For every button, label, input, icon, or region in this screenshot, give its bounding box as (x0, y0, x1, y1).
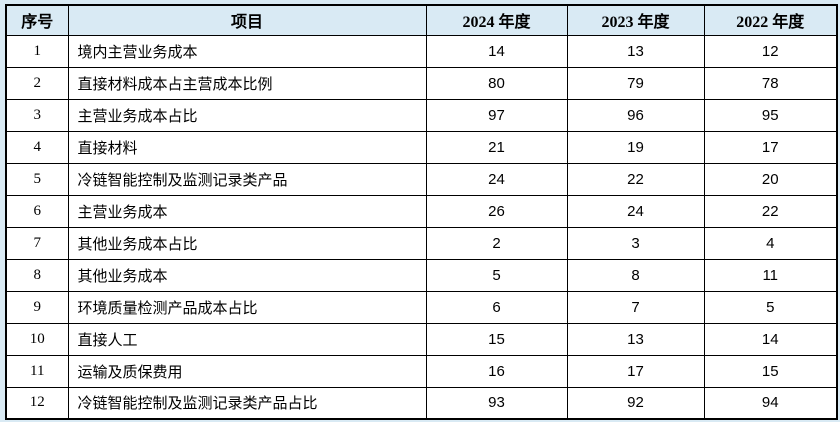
item-cell: 环境质量检测产品成本占比 (67, 290, 427, 324)
item-cell: 运输及质保费用 (67, 354, 427, 388)
item-cell: 其他业务成本占比 (67, 226, 427, 260)
value-2023-cell: 22 (566, 162, 705, 196)
value-2023-cell: 13 (566, 34, 705, 68)
table-row: 1 境内主营业务成本 14 13 12 (5, 34, 838, 68)
value-2022-cell: 22 (703, 194, 838, 228)
serial-cell: 9 (5, 290, 69, 324)
item-cell: 直接人工 (67, 322, 427, 356)
serial-cell: 6 (5, 194, 69, 228)
value-2023-cell: 19 (566, 130, 705, 164)
column-header-2023: 2023 年度 (566, 4, 705, 36)
value-2022-cell: 15 (703, 354, 838, 388)
serial-cell: 12 (5, 386, 69, 420)
table-row: 10 直接人工 15 13 14 (5, 322, 838, 356)
serial-cell: 7 (5, 226, 69, 260)
value-2023-cell: 8 (566, 258, 705, 292)
value-2022-cell: 94 (703, 386, 838, 420)
item-cell: 冷链智能控制及监测记录类产品占比 (67, 386, 427, 420)
value-2023-cell: 13 (566, 322, 705, 356)
value-2022-cell: 5 (703, 290, 838, 324)
value-2024-cell: 14 (425, 34, 568, 68)
cost-structure-table: 序号 项目 2024 年度 2023 年度 2022 年度 1 境内主营业务成本… (5, 4, 838, 420)
column-header-2024: 2024 年度 (425, 4, 568, 36)
value-2022-cell: 12 (703, 34, 838, 68)
value-2023-cell: 79 (566, 66, 705, 100)
column-header-2022: 2022 年度 (703, 4, 838, 36)
value-2023-cell: 3 (566, 226, 705, 260)
serial-cell: 2 (5, 66, 69, 100)
serial-cell: 3 (5, 98, 69, 132)
item-cell: 其他业务成本 (67, 258, 427, 292)
value-2022-cell: 14 (703, 322, 838, 356)
table-row: 8 其他业务成本 5 8 11 (5, 258, 838, 292)
value-2022-cell: 95 (703, 98, 838, 132)
value-2022-cell: 20 (703, 162, 838, 196)
table-row: 2 直接材料成本占主营成本比例 80 79 78 (5, 66, 838, 100)
item-cell: 境内主营业务成本 (67, 34, 427, 68)
value-2023-cell: 96 (566, 98, 705, 132)
value-2022-cell: 17 (703, 130, 838, 164)
value-2024-cell: 21 (425, 130, 568, 164)
item-cell: 冷链智能控制及监测记录类产品 (67, 162, 427, 196)
value-2024-cell: 80 (425, 66, 568, 100)
serial-cell: 10 (5, 322, 69, 356)
table-body: 1 境内主营业务成本 14 13 12 2 直接材料成本占主营成本比例 80 7… (5, 34, 838, 420)
item-cell: 主营业务成本 (67, 194, 427, 228)
column-header-serial: 序号 (5, 4, 69, 36)
value-2024-cell: 2 (425, 226, 568, 260)
value-2024-cell: 15 (425, 322, 568, 356)
table-row: 6 主营业务成本 26 24 22 (5, 194, 838, 228)
value-2024-cell: 93 (425, 386, 568, 420)
serial-cell: 1 (5, 34, 69, 68)
table-row: 5 冷链智能控制及监测记录类产品 24 22 20 (5, 162, 838, 196)
table-row: 3 主营业务成本占比 97 96 95 (5, 98, 838, 132)
value-2024-cell: 97 (425, 98, 568, 132)
serial-cell: 5 (5, 162, 69, 196)
value-2023-cell: 7 (566, 290, 705, 324)
value-2024-cell: 6 (425, 290, 568, 324)
value-2024-cell: 24 (425, 162, 568, 196)
table-row: 12 冷链智能控制及监测记录类产品占比 93 92 94 (5, 386, 838, 420)
item-cell: 直接材料 (67, 130, 427, 164)
value-2023-cell: 92 (566, 386, 705, 420)
column-header-item: 项目 (67, 4, 427, 36)
value-2023-cell: 24 (566, 194, 705, 228)
serial-cell: 4 (5, 130, 69, 164)
item-cell: 主营业务成本占比 (67, 98, 427, 132)
table-row: 4 直接材料 21 19 17 (5, 130, 838, 164)
table-row: 7 其他业务成本占比 2 3 4 (5, 226, 838, 260)
value-2024-cell: 16 (425, 354, 568, 388)
item-cell: 直接材料成本占主营成本比例 (67, 66, 427, 100)
value-2022-cell: 4 (703, 226, 838, 260)
value-2024-cell: 5 (425, 258, 568, 292)
serial-cell: 8 (5, 258, 69, 292)
value-2022-cell: 78 (703, 66, 838, 100)
value-2022-cell: 11 (703, 258, 838, 292)
header-row: 序号 项目 2024 年度 2023 年度 2022 年度 (5, 4, 838, 36)
value-2024-cell: 26 (425, 194, 568, 228)
serial-cell: 11 (5, 354, 69, 388)
value-2023-cell: 17 (566, 354, 705, 388)
table-row: 11 运输及质保费用 16 17 15 (5, 354, 838, 388)
table-row: 9 环境质量检测产品成本占比 6 7 5 (5, 290, 838, 324)
